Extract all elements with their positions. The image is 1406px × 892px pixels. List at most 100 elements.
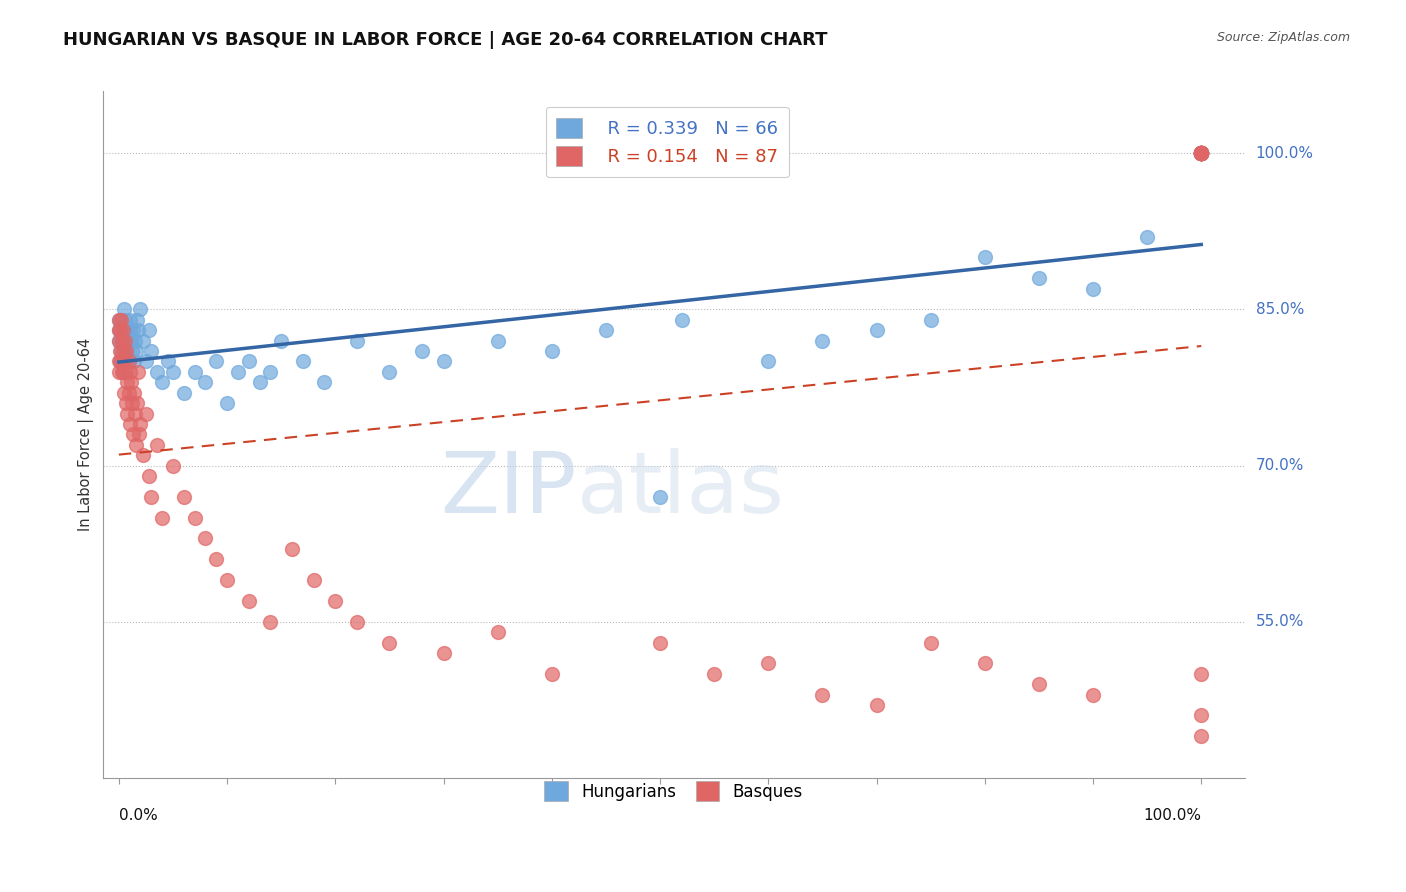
Y-axis label: In Labor Force | Age 20-64: In Labor Force | Age 20-64 — [79, 338, 94, 531]
Point — [1189, 146, 1212, 161]
Point — [112, 323, 135, 337]
Point — [259, 615, 281, 629]
Point — [1189, 146, 1212, 161]
Point — [110, 344, 132, 359]
Point — [302, 573, 325, 587]
Point — [314, 376, 336, 390]
Point — [1189, 146, 1212, 161]
Point — [1189, 146, 1212, 161]
Point — [1189, 146, 1212, 161]
Point — [1189, 146, 1212, 161]
Point — [162, 365, 184, 379]
Point — [117, 385, 139, 400]
Text: ZIP: ZIP — [440, 448, 576, 531]
Point — [108, 354, 131, 368]
Point — [112, 354, 135, 368]
Point — [1189, 146, 1212, 161]
Point — [540, 344, 562, 359]
Point — [114, 365, 136, 379]
Point — [1189, 708, 1212, 723]
Point — [194, 532, 217, 546]
Point — [127, 313, 149, 327]
Point — [125, 344, 148, 359]
Point — [973, 251, 995, 265]
Point — [1189, 146, 1212, 161]
Point — [226, 365, 249, 379]
Point — [112, 344, 135, 359]
Point — [108, 365, 131, 379]
Point — [217, 396, 239, 410]
Point — [108, 344, 131, 359]
Point — [128, 427, 150, 442]
Point — [1189, 146, 1212, 161]
Point — [162, 458, 184, 473]
Text: Source: ZipAtlas.com: Source: ZipAtlas.com — [1216, 31, 1350, 45]
Point — [112, 385, 135, 400]
Text: 55.0%: 55.0% — [1256, 615, 1303, 629]
Point — [756, 354, 779, 368]
Point — [173, 490, 195, 504]
Point — [1081, 688, 1104, 702]
Point — [118, 323, 141, 337]
Point — [115, 344, 138, 359]
Point — [378, 365, 401, 379]
Point — [865, 323, 887, 337]
Text: 0.0%: 0.0% — [120, 808, 157, 823]
Point — [1028, 271, 1050, 285]
Point — [259, 365, 281, 379]
Point — [920, 635, 942, 649]
Text: HUNGARIAN VS BASQUE IN LABOR FORCE | AGE 20-64 CORRELATION CHART: HUNGARIAN VS BASQUE IN LABOR FORCE | AGE… — [63, 31, 828, 49]
Point — [811, 688, 834, 702]
Point — [108, 323, 131, 337]
Text: 85.0%: 85.0% — [1256, 302, 1303, 317]
Point — [145, 365, 167, 379]
Point — [122, 385, 145, 400]
Point — [1189, 146, 1212, 161]
Point — [346, 615, 368, 629]
Point — [346, 334, 368, 348]
Point — [114, 334, 136, 348]
Point — [110, 354, 132, 368]
Point — [1189, 146, 1212, 161]
Point — [111, 365, 134, 379]
Point — [115, 396, 138, 410]
Point — [118, 417, 141, 431]
Point — [205, 354, 228, 368]
Point — [1136, 229, 1159, 244]
Point — [756, 657, 779, 671]
Legend: Hungarians, Basques: Hungarians, Basques — [537, 775, 810, 807]
Point — [432, 354, 454, 368]
Point — [118, 313, 141, 327]
Point — [122, 354, 145, 368]
Point — [135, 407, 157, 421]
Point — [122, 323, 145, 337]
Point — [238, 354, 260, 368]
Point — [323, 594, 346, 608]
Point — [108, 313, 131, 327]
Point — [183, 365, 205, 379]
Point — [291, 354, 314, 368]
Point — [270, 334, 292, 348]
Point — [131, 334, 153, 348]
Point — [1189, 729, 1212, 743]
Point — [1189, 146, 1212, 161]
Point — [1189, 146, 1212, 161]
Point — [108, 334, 131, 348]
Point — [173, 385, 195, 400]
Point — [595, 323, 617, 337]
Text: 100.0%: 100.0% — [1256, 145, 1313, 161]
Point — [117, 354, 139, 368]
Point — [127, 396, 149, 410]
Point — [281, 541, 304, 556]
Point — [811, 334, 834, 348]
Point — [540, 666, 562, 681]
Point — [108, 313, 131, 327]
Point — [125, 438, 148, 452]
Point — [117, 376, 139, 390]
Point — [249, 376, 271, 390]
Text: 70.0%: 70.0% — [1256, 458, 1303, 473]
Point — [108, 323, 131, 337]
Point — [108, 354, 131, 368]
Point — [920, 313, 942, 327]
Point — [111, 334, 134, 348]
